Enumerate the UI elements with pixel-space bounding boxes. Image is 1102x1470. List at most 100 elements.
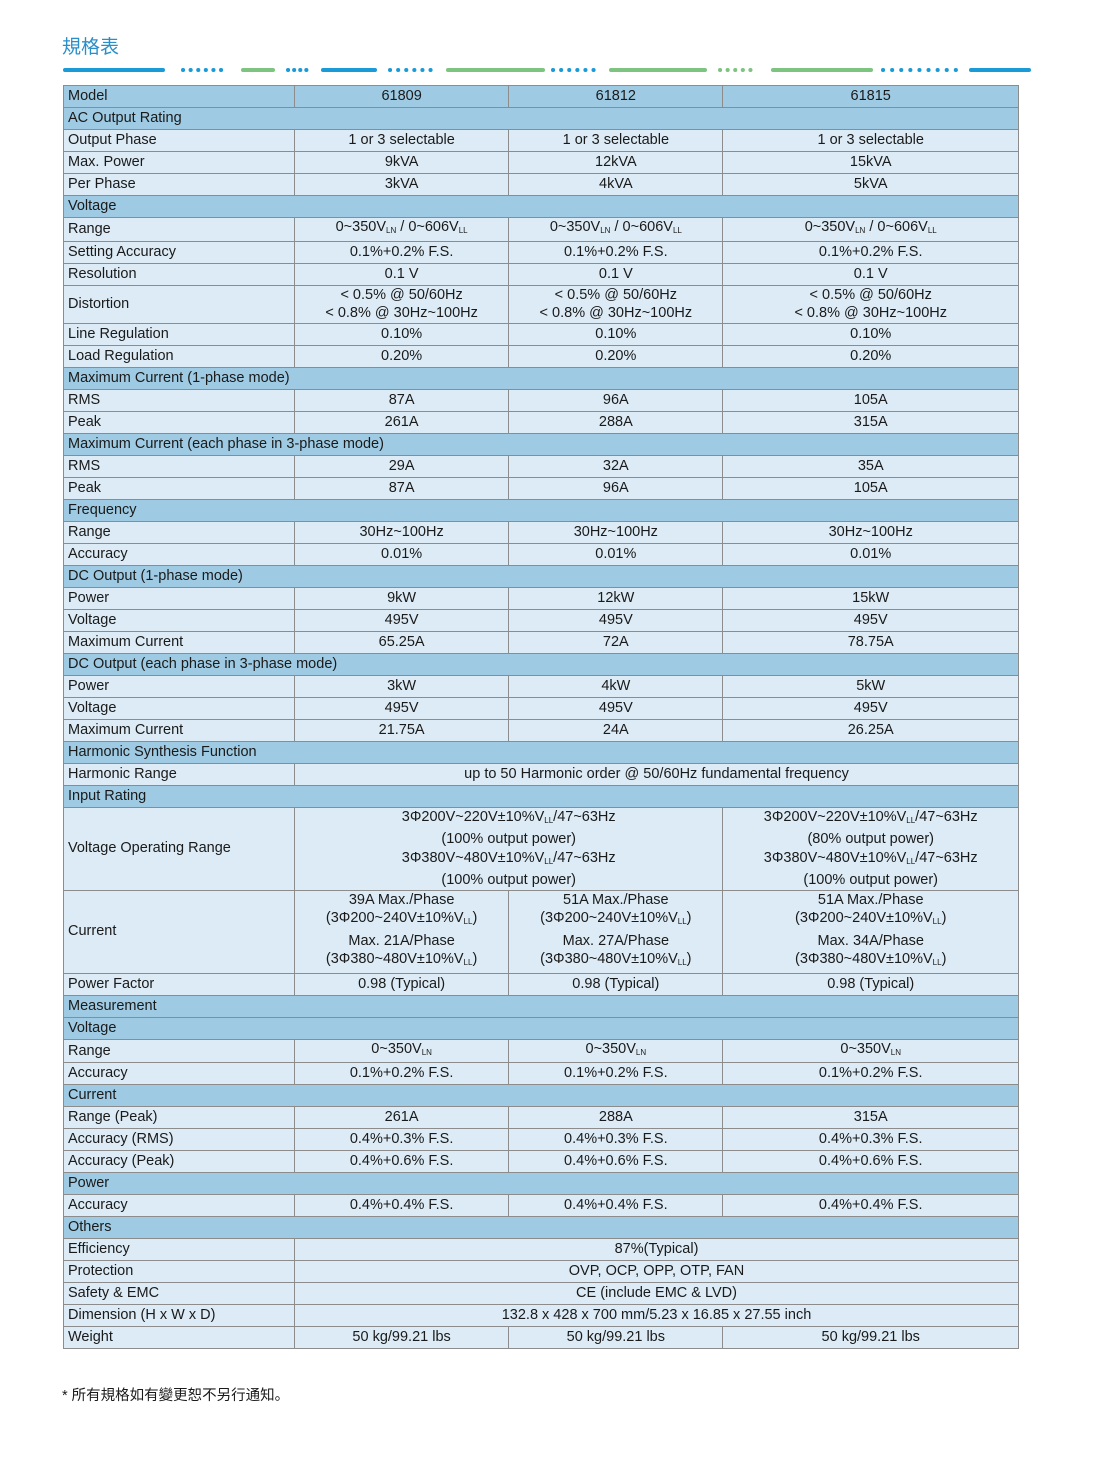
row-label: Weight <box>63 1326 295 1349</box>
section-header-row: AC Output Rating <box>63 107 1019 130</box>
row-label: Setting Accuracy <box>63 240 295 264</box>
row-value: 495V <box>508 696 724 720</box>
row-value: 15kW <box>722 586 1019 610</box>
section-title: Frequency <box>63 498 1019 522</box>
section-header-row: DC Output (1-phase mode) <box>63 564 1019 588</box>
row-value: 0.4%+0.3% F.S. <box>722 1128 1019 1151</box>
row-value: 132.8 x 428 x 700 mm/5.23 x 16.85 x 27.5… <box>294 1304 1019 1327</box>
table-row: Range (Peak) 261A 288A 315A <box>63 1106 1019 1129</box>
table-row: Line Regulation 0.10% 0.10% 0.10% <box>63 322 1019 346</box>
row-value: 288A <box>508 410 724 434</box>
row-value: 1 or 3 selectable <box>508 129 724 152</box>
row-value: 0.1%+0.2% F.S. <box>722 240 1019 264</box>
row-value: 105A <box>722 476 1019 500</box>
row-label: Voltage <box>63 696 295 720</box>
row-label: Resolution <box>63 262 295 286</box>
row-value: 495V <box>508 608 724 632</box>
row-value: 5kW <box>722 674 1019 698</box>
row-label: Max. Power <box>63 151 295 174</box>
row-value: 51A Max./Phase (3Φ200~240V±10%VLL) Max. 34… <box>722 889 1019 974</box>
row-label: Harmonic Range <box>63 762 295 786</box>
row-value: 65.25A <box>293 630 510 654</box>
row-label: Peak <box>63 410 295 434</box>
row-label: RMS <box>63 388 295 412</box>
table-row: Voltage 495V 495V 495V <box>63 696 1019 720</box>
section-title: DC Output (each phase in 3-phase mode) <box>63 652 1019 676</box>
table-row: Power 3kW 4kW 5kW <box>63 674 1019 698</box>
row-value: 96A <box>508 388 724 412</box>
row-value: 3kVA <box>293 173 510 196</box>
row-value: 495V <box>722 696 1019 720</box>
table-row: Peak 87A 96A 105A <box>63 476 1019 500</box>
section-title: Voltage <box>63 195 1019 218</box>
row-value: 0.1%+0.2% F.S. <box>508 1062 724 1085</box>
row-value: 50 kg/99.21 lbs <box>508 1326 724 1349</box>
row-label: Accuracy <box>63 1194 295 1217</box>
row-value: 3kW <box>293 674 510 698</box>
row-value: 0.4%+0.6% F.S. <box>508 1150 724 1173</box>
section-header-row: Current <box>63 1084 1019 1107</box>
row-value: 72A <box>508 630 724 654</box>
row-label: Range <box>63 217 295 242</box>
row-value: 0.4%+0.3% F.S. <box>293 1128 510 1151</box>
row-value: 0.4%+0.4% F.S. <box>293 1194 510 1217</box>
model-61812: 61812 <box>508 85 724 108</box>
row-value: 315A <box>722 410 1019 434</box>
section-title: AC Output Rating <box>63 107 1019 130</box>
row-value: 0.01% <box>722 542 1019 566</box>
row-value: 50 kg/99.21 lbs <box>722 1326 1019 1349</box>
row-value: 288A <box>508 1106 724 1129</box>
row-value: 0.1 V <box>722 262 1019 286</box>
row-value: CE (include EMC & LVD) <box>294 1282 1019 1305</box>
row-value: 0.10% <box>293 322 510 346</box>
row-value: < 0.5% @ 50/60Hz < 0.8% @ 30Hz~100Hz <box>293 284 510 324</box>
row-value: 0.98 (Typical) <box>722 972 1019 996</box>
table-row: Range 0~350VLN / 0~606VLL 0~350VLN / 0~606… <box>63 217 1019 242</box>
section-header-row: Maximum Current (each phase in 3-phase m… <box>63 432 1019 456</box>
row-value: 0~350VLN <box>508 1038 724 1063</box>
table-row: Accuracy (RMS) 0.4%+0.3% F.S. 0.4%+0.3% F.… <box>63 1128 1019 1151</box>
row-value: 315A <box>722 1106 1019 1129</box>
table-row: Efficiency 87%(Typical) <box>63 1238 1019 1261</box>
table-row: Power Factor 0.98 (Typical) 0.98 (Typical)… <box>63 972 1019 996</box>
row-value: 29A <box>293 454 510 478</box>
table-row: Weight 50 kg/99.21 lbs 50 kg/99.21 lbs 50 k… <box>63 1326 1019 1349</box>
spec-table: Model 61809 61812 61815 AC Output Rating… <box>63 85 1019 1349</box>
row-value: 0~350VLN / 0~606VLL <box>722 217 1019 242</box>
section-header-row: Measurement <box>63 994 1019 1018</box>
row-value: 0~350VLN <box>293 1038 510 1063</box>
row-value: 21.75A <box>293 718 510 742</box>
row-label: Power <box>63 674 295 698</box>
section-header-row: Frequency <box>63 498 1019 522</box>
row-value: 15kVA <box>722 151 1019 174</box>
section-title: Maximum Current (each phase in 3-phase m… <box>63 432 1019 456</box>
section-title: Voltage <box>63 1016 1019 1040</box>
section-header-row: Others <box>63 1216 1019 1239</box>
row-value: 0.10% <box>722 322 1019 346</box>
row-label: Accuracy <box>63 542 295 566</box>
row-value: 0.1%+0.2% F.S. <box>293 1062 510 1085</box>
row-value: 0.4%+0.3% F.S. <box>508 1128 724 1151</box>
row-value: 495V <box>293 608 510 632</box>
table-row: RMS 87A 96A 105A <box>63 388 1019 412</box>
row-value: 0.01% <box>508 542 724 566</box>
table-row: Accuracy 0.4%+0.4% F.S. 0.4%+0.4% F.S. 0.4%… <box>63 1194 1019 1217</box>
row-value: 50 kg/99.21 lbs <box>293 1326 510 1349</box>
row-value: 495V <box>722 608 1019 632</box>
row-label: Range <box>63 1038 295 1063</box>
row-value: up to 50 Harmonic order @ 50/60Hz fundam… <box>294 762 1019 786</box>
row-value: 0.20% <box>293 344 510 368</box>
row-label: Safety & EMC <box>63 1282 295 1305</box>
row-label: Range (Peak) <box>63 1106 295 1129</box>
section-title: Others <box>63 1216 1019 1239</box>
decorative-divider <box>63 68 1031 72</box>
row-label: Line Regulation <box>63 322 295 346</box>
section-header-row: DC Output (each phase in 3-phase mode) <box>63 652 1019 676</box>
row-label: Power Factor <box>63 972 295 996</box>
table-row: Max. Power 9kVA 12kVA 15kVA <box>63 151 1019 174</box>
table-row: Maximum Current 21.75A 24A 26.25A <box>63 718 1019 742</box>
table-row: Distortion < 0.5% @ 50/60Hz < 0.8% @ 30Hz~… <box>63 284 1019 324</box>
row-value: 51A Max./Phase (3Φ200~240V±10%VLL) Max. 27… <box>508 889 724 974</box>
row-value: 96A <box>508 476 724 500</box>
row-value: < 0.5% @ 50/60Hz < 0.8% @ 30Hz~100Hz <box>508 284 724 324</box>
